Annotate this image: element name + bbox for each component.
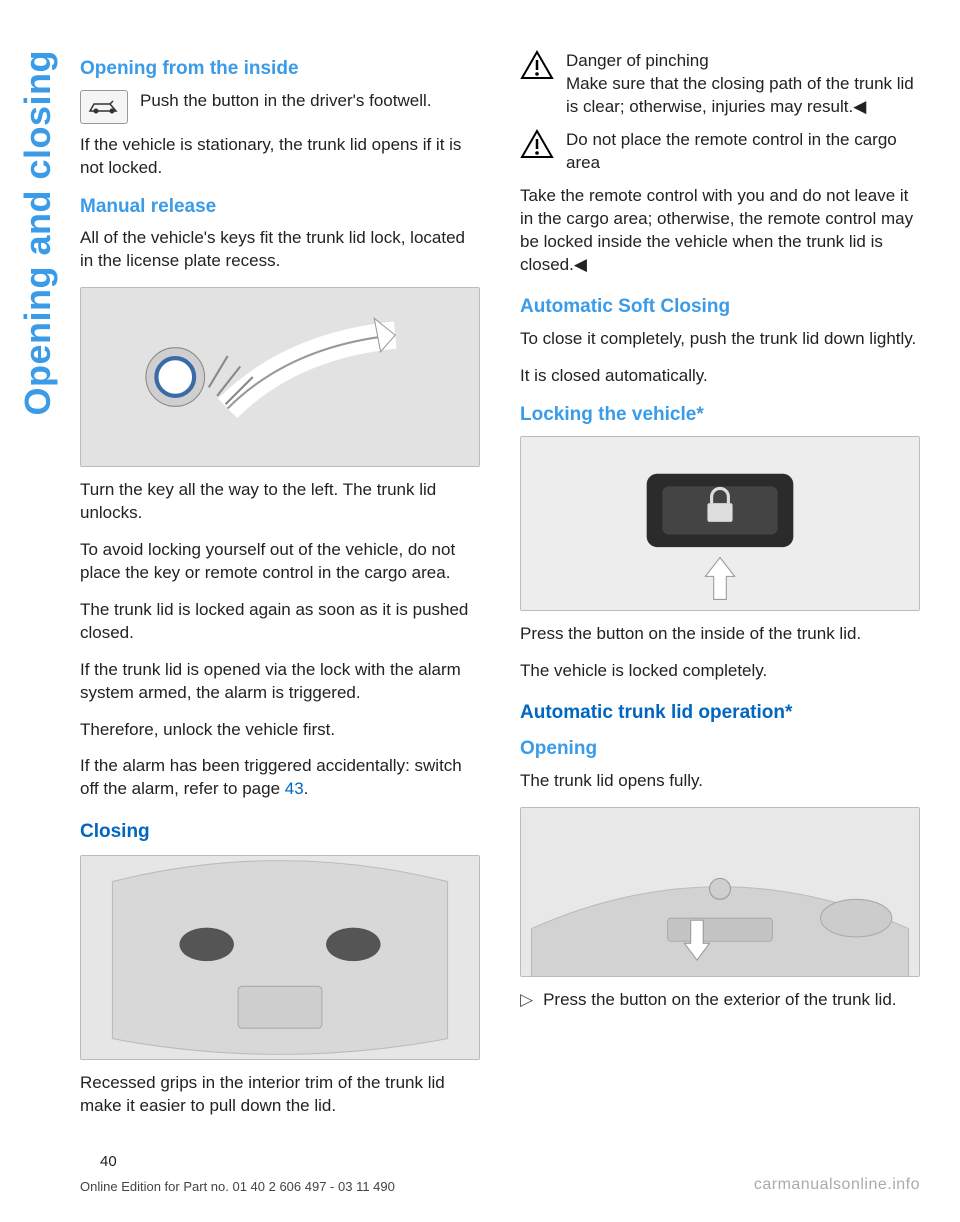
car-icon-text: Push the button in the driver's footwell… <box>140 90 431 113</box>
para-locked-again: The trunk lid is locked again as soon as… <box>80 599 480 645</box>
para-opens-fully: The trunk lid opens fully. <box>520 770 920 793</box>
figure-key-turn <box>80 287 480 467</box>
heading-locking-vehicle: Locking the vehicle* <box>520 402 920 428</box>
figure-lock-button <box>520 436 920 611</box>
page-number: 40 <box>100 1152 117 1172</box>
bullet-marker-icon: ▷ <box>520 989 533 1012</box>
warning-pinching-body: Make sure that the closing path of the t… <box>566 74 914 116</box>
heading-auto-trunk-op: Automatic trunk lid operation* <box>520 700 920 726</box>
warning-icon <box>520 129 554 159</box>
figure-trunk-exterior <box>520 807 920 977</box>
warning-pinching: Danger of pinching Make sure that the cl… <box>520 50 920 119</box>
warning-remote: Do not place the remote control in the c… <box>520 129 920 175</box>
warning-icon <box>520 50 554 80</box>
bullet-press-exterior-text: Press the button on the exterior of the … <box>543 989 896 1012</box>
para-unlock-first: Therefore, unlock the vehicle first. <box>80 719 480 742</box>
warning-remote-title: Do not place the remote control in the c… <box>566 129 920 175</box>
para-avoid-lockout: To avoid locking yourself out of the veh… <box>80 539 480 585</box>
page-body: Opening from the inside Push the button … <box>0 0 960 1192</box>
warning-remote-body: Take the remote control with you and do … <box>520 185 920 277</box>
warning-pinching-text: Danger of pinching Make sure that the cl… <box>566 50 920 119</box>
para-keys-fit: All of the vehicle's keys fit the trunk … <box>80 227 480 273</box>
left-column: Opening from the inside Push the button … <box>80 50 480 1132</box>
heading-opening: Opening <box>520 736 920 762</box>
warning-pinching-title: Danger of pinching <box>566 51 709 70</box>
side-section-label: Opening and closing <box>14 50 63 416</box>
para-alarm-text-a: If the alarm has been triggered accident… <box>80 756 462 798</box>
heading-closing: Closing <box>80 819 480 845</box>
heading-opening-inside: Opening from the inside <box>80 56 480 82</box>
para-closed-auto: It is closed automatically. <box>520 365 920 388</box>
bullet-press-exterior: ▷ Press the button on the exterior of th… <box>520 989 920 1012</box>
right-column: Danger of pinching Make sure that the cl… <box>520 50 920 1132</box>
car-icon-row: Push the button in the driver's footwell… <box>80 90 480 124</box>
heading-auto-soft-closing: Automatic Soft Closing <box>520 294 920 320</box>
figure-trunk-grips <box>80 855 480 1060</box>
footer-line: Online Edition for Part no. 01 40 2 606 … <box>80 1178 395 1196</box>
para-push-lightly: To close it completely, push the trunk l… <box>520 328 920 351</box>
para-alarm-accidental: If the alarm has been triggered accident… <box>80 755 480 801</box>
car-icon <box>80 90 128 124</box>
para-stationary: If the vehicle is stationary, the trunk … <box>80 134 480 180</box>
watermark: carmanualsonline.info <box>754 1174 920 1196</box>
heading-manual-release: Manual release <box>80 194 480 220</box>
page-ref-43[interactable]: 43 <box>285 779 304 798</box>
para-recessed-grips: Recessed grips in the interior trim of t… <box>80 1072 480 1118</box>
para-alarm-trigger: If the trunk lid is opened via the lock … <box>80 659 480 705</box>
para-turn-key: Turn the key all the way to the left. Th… <box>80 479 480 525</box>
para-press-inside: Press the button on the inside of the tr… <box>520 623 920 646</box>
para-alarm-text-b: . <box>304 779 309 798</box>
para-locked-completely: The vehicle is locked completely. <box>520 660 920 683</box>
